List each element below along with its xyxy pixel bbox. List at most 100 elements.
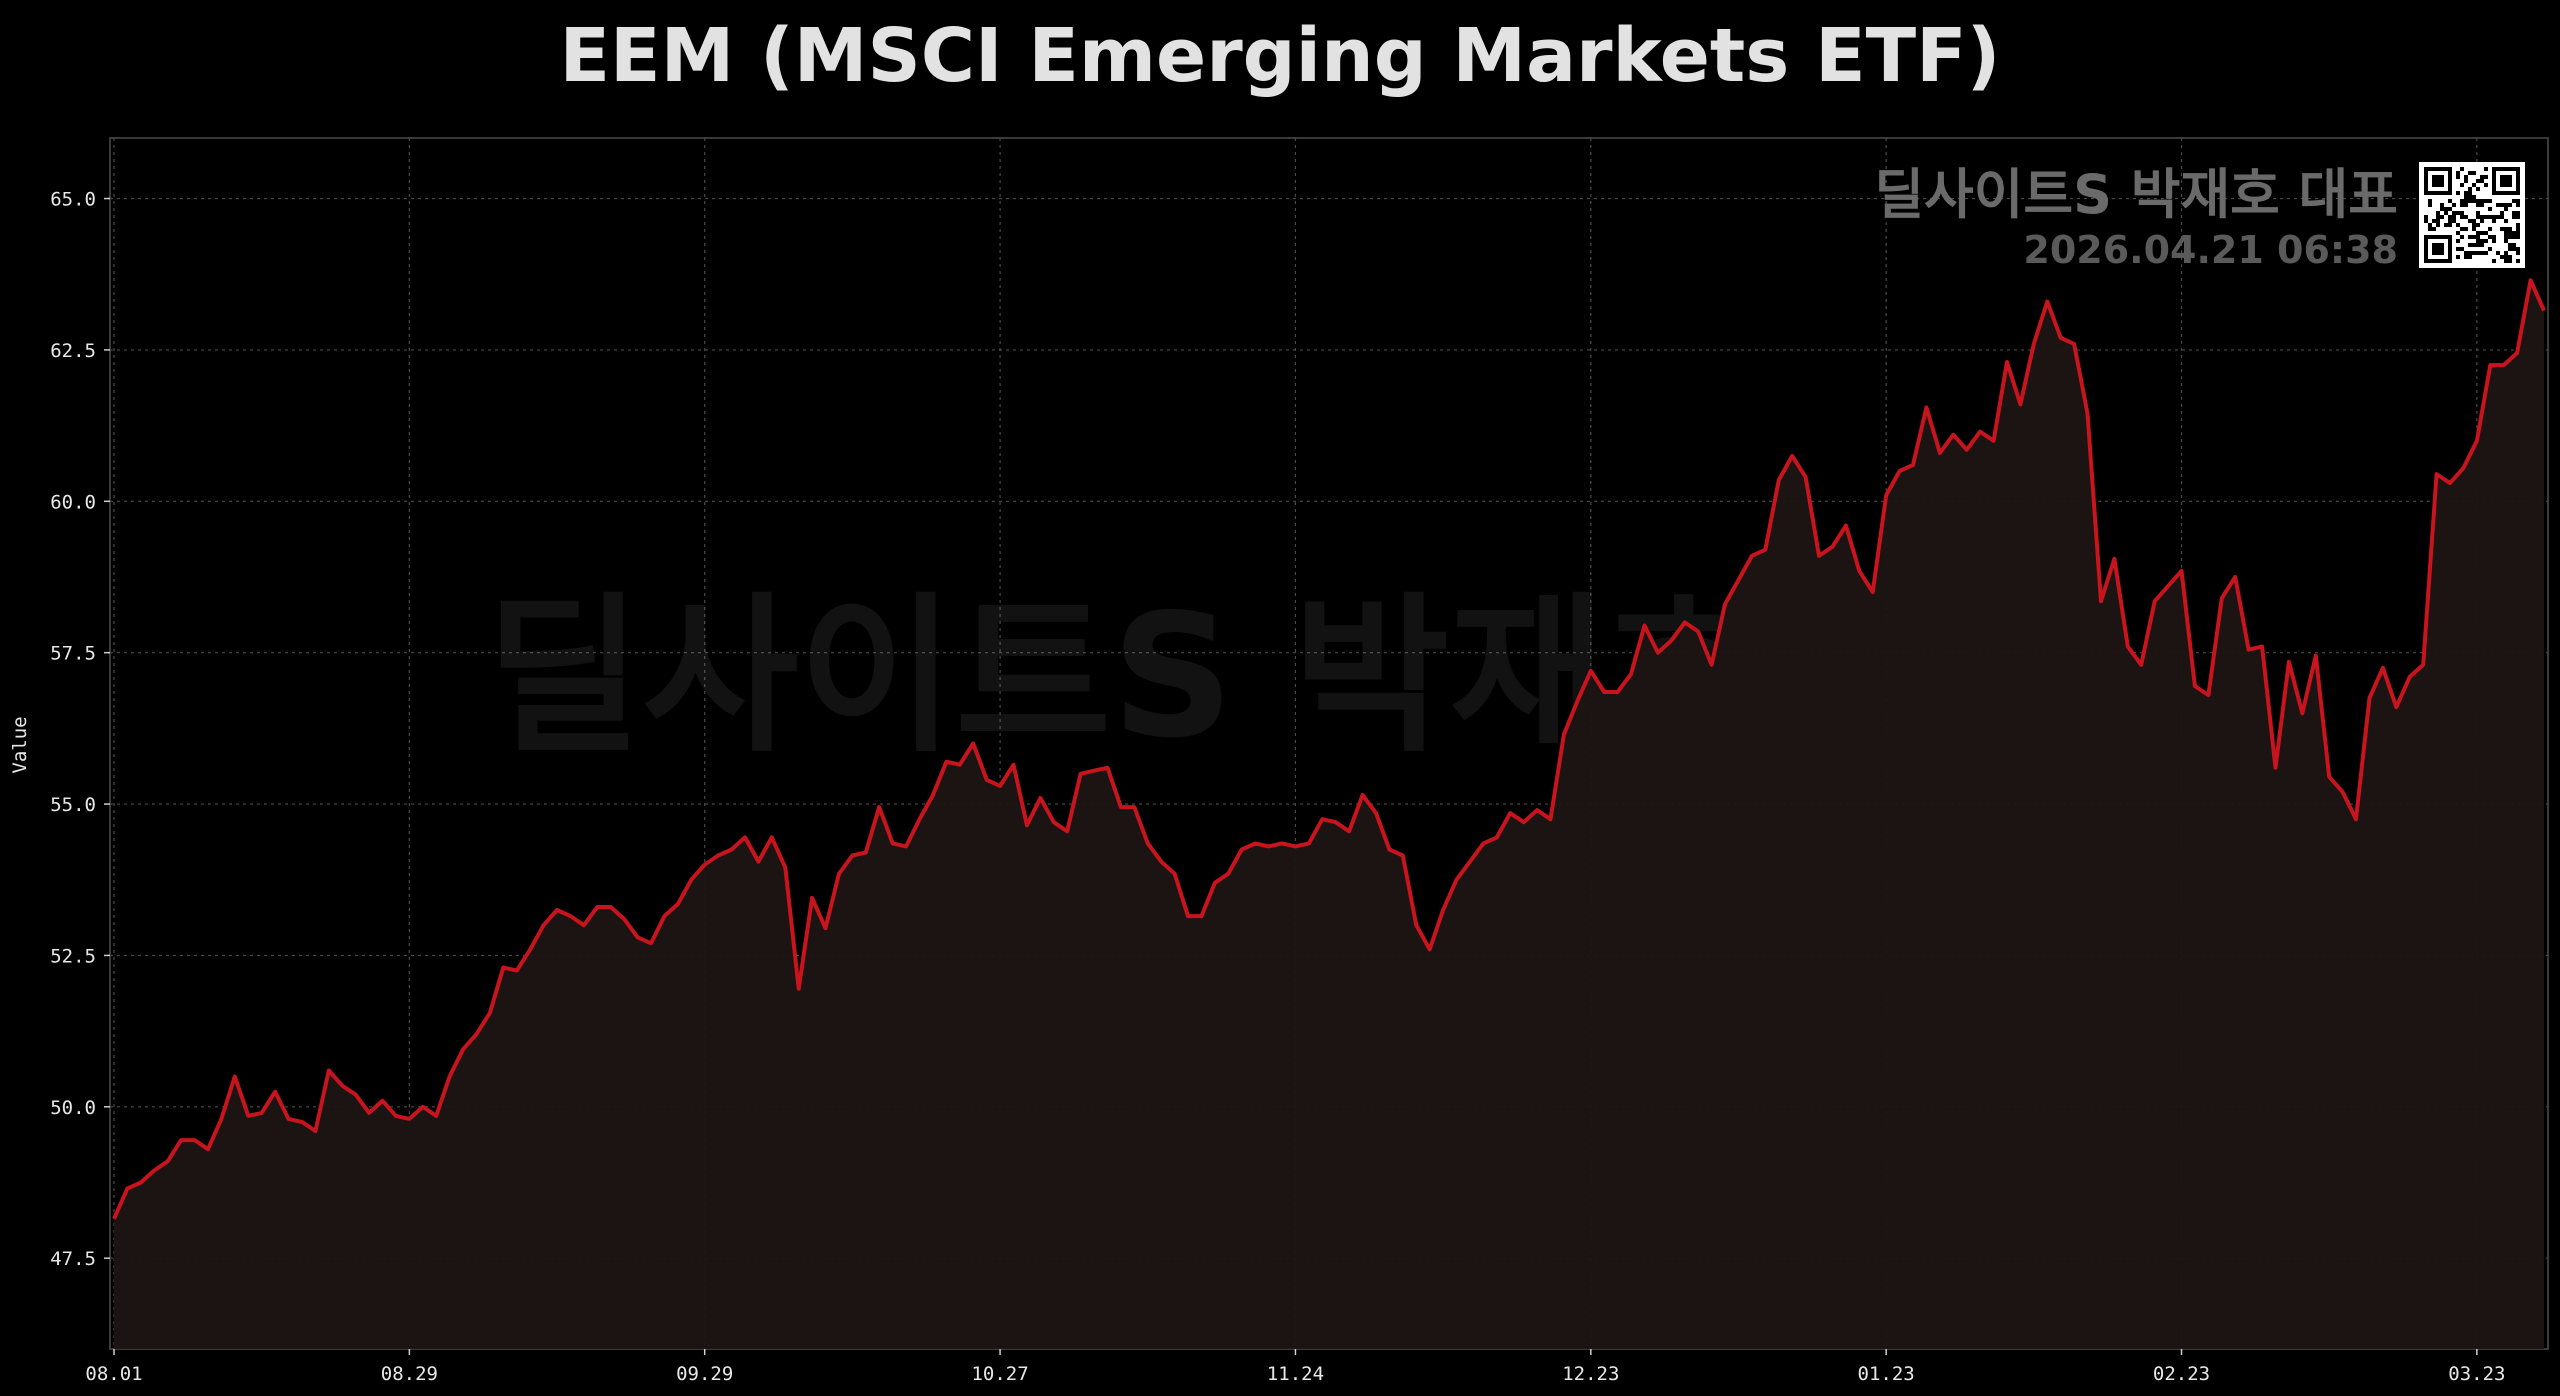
data-point xyxy=(302,1121,303,1122)
data-point xyxy=(261,1112,262,1113)
data-point xyxy=(1335,822,1336,823)
data-point xyxy=(1161,861,1162,862)
data-point xyxy=(1362,795,1363,796)
x-tick-label: 08.01 xyxy=(85,1363,142,1385)
data-point xyxy=(2382,667,2383,668)
data-point xyxy=(1429,949,1430,950)
data-point xyxy=(140,1182,141,1183)
data-point xyxy=(745,837,746,838)
data-point xyxy=(1120,807,1121,808)
watermark-date: 2026.04.21 06:38 xyxy=(2023,228,2398,272)
tick-layer: 47.5 50.0 52.5 55.0 57.5 60.0 62.5 65.0 08.01 08.… xyxy=(50,189,2505,1385)
data-point xyxy=(2194,686,2195,687)
data-point xyxy=(1805,477,1806,478)
data-point xyxy=(181,1140,182,1141)
data-point xyxy=(892,843,893,844)
x-tick-label: 11.24 xyxy=(1267,1363,1324,1385)
y-tick-label: 60.0 xyxy=(50,491,96,513)
data-point xyxy=(1671,640,1672,641)
data-point xyxy=(2544,310,2545,311)
data-point xyxy=(1416,925,1417,926)
data-point xyxy=(933,795,934,796)
data-point xyxy=(691,879,692,880)
data-point xyxy=(825,928,826,929)
data-point xyxy=(208,1149,209,1150)
data-point xyxy=(342,1085,343,1086)
data-point xyxy=(1402,855,1403,856)
data-point xyxy=(369,1112,370,1113)
data-point xyxy=(516,970,517,971)
data-point xyxy=(1349,831,1350,832)
data-point xyxy=(1523,822,1524,823)
data-point xyxy=(1819,555,1820,556)
data-point xyxy=(785,867,786,868)
data-point xyxy=(973,743,974,744)
data-point xyxy=(1456,879,1457,880)
data-point xyxy=(1496,837,1497,838)
data-point xyxy=(2154,601,2155,602)
data-point xyxy=(879,807,880,808)
data-point xyxy=(1134,807,1135,808)
data-point xyxy=(1241,849,1242,850)
data-point xyxy=(1657,652,1658,653)
data-point xyxy=(624,919,625,920)
data-point xyxy=(2409,676,2410,677)
data-point xyxy=(664,916,665,917)
data-point xyxy=(2530,280,2531,281)
data-point xyxy=(1013,764,1014,765)
y-tick-label: 47.5 xyxy=(50,1248,96,1270)
watermark-corner-text: 딜사이트S 박재호 대표 xyxy=(1874,163,2398,226)
data-point xyxy=(1308,843,1309,844)
data-point xyxy=(1483,843,1484,844)
data-point xyxy=(946,761,947,762)
data-point xyxy=(1939,452,1940,453)
data-point xyxy=(1778,480,1779,481)
data-point xyxy=(583,925,584,926)
data-point xyxy=(2302,713,2303,714)
x-tick-label: 01.23 xyxy=(1858,1363,1915,1385)
data-point xyxy=(395,1115,396,1116)
data-point xyxy=(1094,770,1095,771)
data-point xyxy=(2181,570,2182,571)
data-point xyxy=(1792,455,1793,456)
data-point xyxy=(959,764,960,765)
data-point xyxy=(1147,843,1148,844)
data-point xyxy=(449,1076,450,1077)
data-point xyxy=(234,1076,235,1077)
data-point xyxy=(2033,343,2034,344)
data-point xyxy=(2436,474,2437,475)
data-point xyxy=(489,1012,490,1013)
x-tick-label: 09.29 xyxy=(676,1363,733,1385)
data-point xyxy=(852,855,853,856)
data-point xyxy=(1980,431,1981,432)
x-tick-label: 12.23 xyxy=(1562,1363,1619,1385)
data-point xyxy=(1926,407,1927,408)
series-area-fill xyxy=(114,280,2544,1349)
data-point xyxy=(1053,822,1054,823)
data-point xyxy=(328,1070,329,1071)
data-point xyxy=(1040,798,1041,799)
data-point xyxy=(2007,362,2008,363)
data-point xyxy=(557,910,558,911)
data-point xyxy=(1832,546,1833,547)
data-point xyxy=(731,849,732,850)
data-point xyxy=(1255,843,1256,844)
data-point xyxy=(2356,819,2357,820)
data-point xyxy=(704,864,705,865)
y-tick-label: 62.5 xyxy=(50,340,96,362)
y-tick-label: 55.0 xyxy=(50,794,96,816)
data-point xyxy=(2168,586,2169,587)
data-point xyxy=(2396,707,2397,708)
data-point xyxy=(1913,465,1914,466)
data-point xyxy=(436,1115,437,1116)
data-point xyxy=(1228,873,1229,874)
data-point xyxy=(463,1049,464,1050)
data-point xyxy=(570,916,571,917)
data-point xyxy=(2047,301,2048,302)
data-point xyxy=(194,1140,195,1141)
data-point xyxy=(2235,577,2236,578)
y-tick-label: 57.5 xyxy=(50,643,96,665)
data-point xyxy=(248,1115,249,1116)
data-point xyxy=(1188,916,1189,917)
